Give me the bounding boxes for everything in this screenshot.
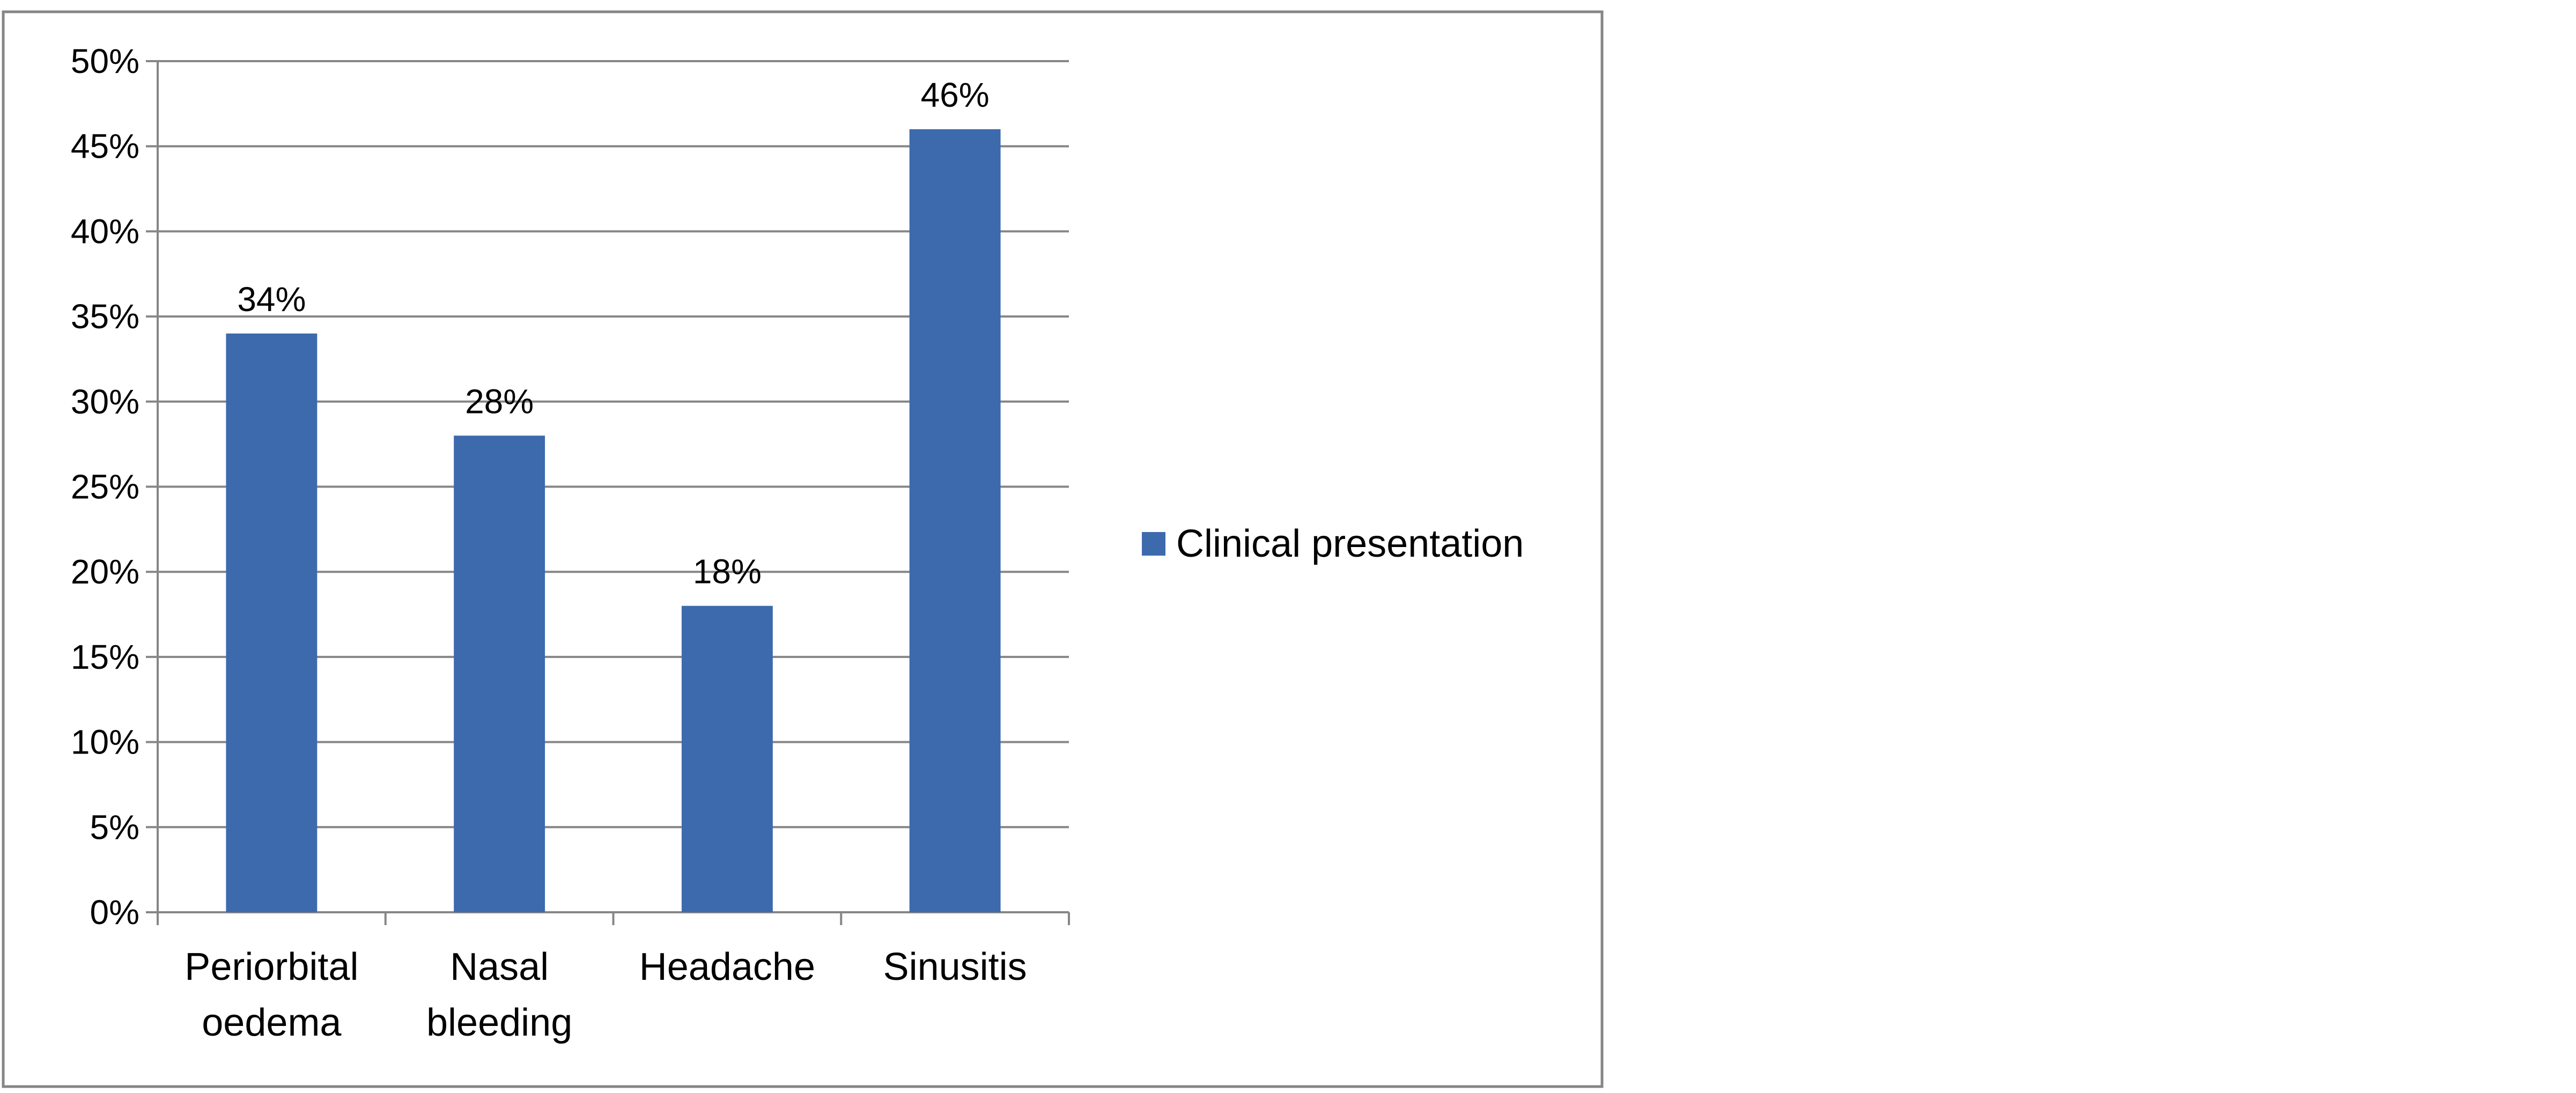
y-tick-label: 35% [71, 297, 139, 336]
x-category-label: Periorbital oedema [184, 946, 358, 1044]
x-category-label: Sinusitis [883, 946, 1027, 988]
y-tick-label: 0% [90, 893, 140, 932]
y-tick-label: 10% [71, 723, 139, 762]
y-tick-label: 45% [71, 127, 139, 166]
bar [226, 333, 318, 912]
y-tick-label: 50% [71, 42, 139, 80]
bar [909, 129, 1001, 913]
data-label: 28% [465, 382, 534, 420]
y-tick-label: 40% [71, 212, 139, 250]
bar [454, 435, 545, 912]
x-category-label: Nasal bleeding [426, 946, 572, 1044]
y-tick-label: 20% [71, 552, 139, 591]
bars [226, 129, 1001, 913]
y-tick-label: 25% [71, 468, 139, 506]
y-tick-label: 15% [71, 638, 139, 676]
bar [681, 605, 773, 912]
legend-label: Clinical presentation [1176, 522, 1524, 565]
y-tick-label: 5% [90, 808, 140, 846]
data-label: 34% [237, 280, 306, 319]
y-tick-label: 30% [71, 382, 139, 421]
legend: Clinical presentation [1142, 522, 1524, 565]
labels: 0% 5% 10% 15% 20% 25% 30% 35% 40% 45% 50% 34% Perior… [71, 42, 1027, 1044]
x-category-label: Headache [639, 946, 815, 988]
legend-swatch [1142, 532, 1165, 556]
data-label: 18% [693, 552, 762, 591]
data-label: 46% [921, 76, 990, 114]
